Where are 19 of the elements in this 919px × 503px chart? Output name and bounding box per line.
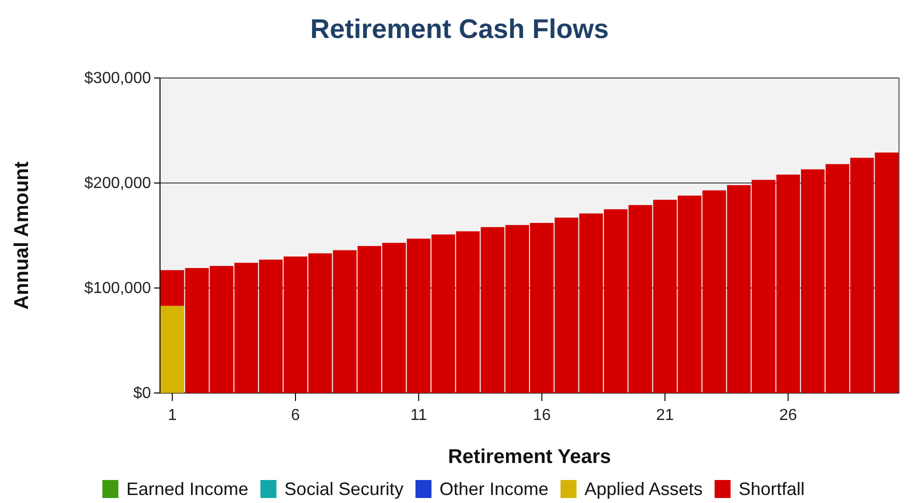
- x-tick-label: 26: [779, 407, 798, 424]
- x-tick-label: 1: [168, 407, 177, 424]
- y-tick-label: $0: [133, 385, 152, 402]
- chart-title: Retirement Cash Flows: [310, 14, 609, 44]
- legend-label: Other Income: [439, 479, 549, 499]
- legend-label: Shortfall: [738, 479, 805, 499]
- x-tick-label: 6: [291, 407, 300, 424]
- x-tick-label: 11: [410, 407, 428, 424]
- y-axis-title: Annual Amount: [11, 161, 33, 310]
- x-tick-label: 16: [532, 407, 551, 424]
- legend-label: Social Security: [284, 479, 404, 499]
- x-axis-title: Retirement Years: [448, 446, 612, 468]
- y-tick-label: $100,000: [84, 280, 152, 298]
- legend-label: Applied Assets: [584, 479, 703, 499]
- bar: [160, 306, 184, 393]
- x-tick-label: 21: [656, 407, 674, 424]
- y-tick-label: $200,000: [84, 175, 152, 192]
- y-tick-label: $300,000: [84, 70, 152, 88]
- legend-label: Earned Income: [126, 479, 248, 499]
